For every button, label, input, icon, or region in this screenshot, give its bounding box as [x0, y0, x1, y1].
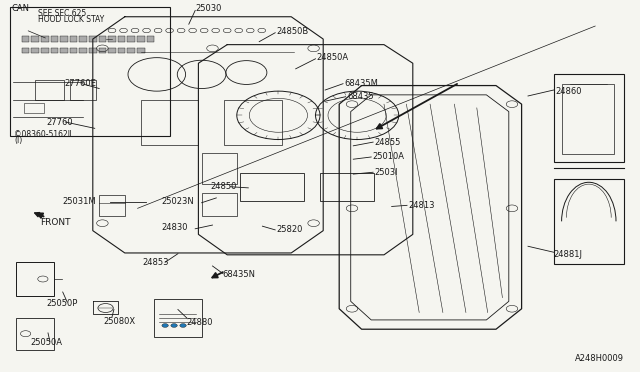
- Bar: [31, 36, 39, 42]
- Bar: [16, 262, 54, 296]
- Bar: [554, 74, 624, 162]
- Bar: [41, 48, 49, 53]
- Bar: [202, 153, 237, 184]
- Bar: [70, 48, 77, 53]
- Text: HOOD LOCK STAY: HOOD LOCK STAY: [38, 15, 105, 24]
- Bar: [22, 48, 29, 53]
- Bar: [10, 7, 170, 136]
- Text: 24853: 24853: [142, 258, 168, 267]
- Text: 24850A: 24850A: [317, 53, 349, 62]
- Bar: [99, 48, 106, 53]
- Text: 2503l: 2503l: [374, 168, 398, 177]
- Bar: [60, 48, 68, 53]
- Text: 24881J: 24881J: [554, 250, 582, 259]
- Bar: [70, 80, 96, 100]
- Text: 27760E: 27760E: [64, 79, 96, 88]
- Bar: [320, 173, 374, 201]
- Bar: [60, 36, 68, 42]
- Bar: [137, 36, 145, 42]
- Circle shape: [180, 324, 186, 327]
- Text: 24830: 24830: [161, 223, 188, 232]
- Text: 27760: 27760: [46, 118, 73, 126]
- Text: 24813: 24813: [408, 201, 435, 210]
- Bar: [41, 36, 49, 42]
- Bar: [89, 36, 97, 42]
- Bar: [108, 48, 116, 53]
- Bar: [24, 103, 44, 113]
- Bar: [89, 48, 97, 53]
- Bar: [137, 48, 145, 53]
- Text: 24860: 24860: [556, 87, 582, 96]
- Bar: [51, 36, 58, 42]
- Bar: [202, 193, 237, 216]
- Circle shape: [171, 324, 177, 327]
- Bar: [141, 100, 198, 145]
- Bar: [16, 318, 54, 350]
- Bar: [127, 48, 135, 53]
- Bar: [562, 84, 614, 154]
- Bar: [79, 36, 87, 42]
- Bar: [118, 48, 125, 53]
- Bar: [108, 36, 116, 42]
- Bar: [127, 36, 135, 42]
- Text: 25023N: 25023N: [161, 197, 194, 206]
- Text: 25030: 25030: [195, 4, 221, 13]
- Text: A248H0009: A248H0009: [575, 355, 624, 363]
- Bar: [35, 80, 64, 100]
- Text: 25820: 25820: [276, 225, 303, 234]
- Bar: [118, 36, 125, 42]
- Text: 25031M: 25031M: [63, 197, 97, 206]
- Bar: [554, 179, 624, 264]
- Bar: [51, 48, 58, 53]
- Text: 68435: 68435: [347, 92, 374, 101]
- Text: 24850: 24850: [210, 182, 236, 191]
- Text: 24855: 24855: [374, 138, 401, 147]
- Text: 25010A: 25010A: [372, 153, 404, 161]
- Bar: [240, 173, 304, 201]
- Text: 24850B: 24850B: [276, 27, 308, 36]
- Text: 25080X: 25080X: [104, 317, 136, 326]
- Circle shape: [162, 324, 168, 327]
- Text: 68435M: 68435M: [344, 79, 378, 88]
- Bar: [31, 48, 39, 53]
- Text: 68435N: 68435N: [223, 270, 256, 279]
- Text: SEE SEC.625: SEE SEC.625: [38, 9, 86, 17]
- Bar: [22, 36, 29, 42]
- Bar: [79, 48, 87, 53]
- Text: 25050P: 25050P: [46, 299, 77, 308]
- Text: 25050A: 25050A: [31, 339, 63, 347]
- Text: 24880: 24880: [187, 318, 213, 327]
- Bar: [154, 299, 202, 337]
- Text: CAN: CAN: [12, 4, 29, 13]
- Bar: [99, 36, 106, 42]
- Bar: [70, 36, 77, 42]
- Bar: [147, 36, 154, 42]
- Text: FRONT: FRONT: [40, 218, 70, 227]
- Text: ©08360-5162Ⅱ: ©08360-5162Ⅱ: [14, 130, 72, 139]
- Bar: [99, 195, 125, 216]
- Bar: [224, 100, 282, 145]
- Text: (Ⅰ): (Ⅰ): [14, 136, 22, 145]
